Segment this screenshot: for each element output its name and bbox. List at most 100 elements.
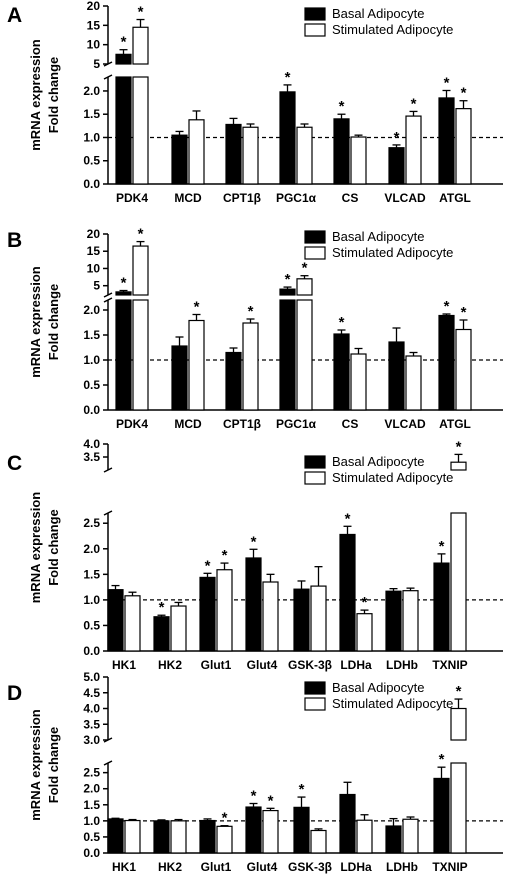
bar xyxy=(455,108,472,185)
y-axis-label: mRNA expression xyxy=(28,709,43,821)
bar-segment-lower xyxy=(296,299,313,411)
y-tick-label: 1.5 xyxy=(83,107,100,121)
significance-star: * xyxy=(159,599,165,616)
bar-stimulated: * xyxy=(242,303,259,411)
y-axis-label: Fold change xyxy=(46,727,61,804)
bar xyxy=(438,97,455,185)
significance-star: * xyxy=(222,810,228,827)
bar xyxy=(153,616,170,652)
y-tick-label: 3.0 xyxy=(83,733,100,747)
y-tick-label: 1.0 xyxy=(83,814,100,828)
bar xyxy=(433,777,450,854)
bar-basal: * xyxy=(245,533,262,652)
x-tick-label: TXNIP xyxy=(432,860,467,874)
bar-basal xyxy=(171,336,188,411)
bar-stimulated xyxy=(188,110,205,185)
y-tick-label: 2.0 xyxy=(83,303,100,317)
bar-segment-lower xyxy=(450,762,467,854)
bar xyxy=(199,576,216,652)
bar xyxy=(350,353,367,411)
x-tick-label: GSK-3β xyxy=(288,860,332,874)
bar-basal: * xyxy=(293,781,310,854)
y-tick-label: 2.5 xyxy=(83,516,100,530)
bar xyxy=(433,562,450,652)
significance-star: * xyxy=(138,226,144,243)
y-tick-label: 2.0 xyxy=(83,542,100,556)
bar-basal xyxy=(388,327,405,411)
panel-C: C 0.0 0.5 1.0 1.5 2.0 2.5 3.54.0 mRNA expression… xyxy=(7,437,503,672)
panel-D: D 0.0 0.5 1.0 1.5 2.0 2.5 3.0 3.54.0 4.5 5.0 mRNA e… xyxy=(7,670,503,874)
bar xyxy=(339,533,356,652)
bar xyxy=(356,613,373,652)
legend-label: Stimulated Adipocyte xyxy=(332,245,453,260)
x-tick-label: GSK-3β xyxy=(288,658,332,672)
bar-stimulated: * xyxy=(450,438,467,652)
x-tick-label: MCD xyxy=(174,191,202,205)
bar-stimulated: * xyxy=(216,810,233,854)
legend-label: Stimulated Adipocyte xyxy=(332,22,453,37)
bar-segment-upper xyxy=(115,291,132,296)
significance-star: * xyxy=(285,271,291,288)
bar-basal: * xyxy=(115,34,132,185)
bar-basal xyxy=(225,347,242,411)
axis-break-mark xyxy=(103,297,113,303)
bar xyxy=(171,345,188,411)
legend-swatch-basal xyxy=(304,7,326,21)
bar-stimulated xyxy=(296,123,313,185)
significance-star: * xyxy=(138,4,144,21)
bar-stimulated: * xyxy=(405,95,422,185)
bar-stimulated xyxy=(402,587,419,652)
axis-break-mark xyxy=(103,467,113,473)
bar-stimulated: * xyxy=(296,260,313,411)
legend-label: Basal Adipocyte xyxy=(332,454,425,469)
significance-star: * xyxy=(194,299,200,316)
bar-segment-lower xyxy=(115,76,132,185)
bar xyxy=(245,557,262,652)
bar xyxy=(293,806,310,854)
bar-stimulated: * xyxy=(356,594,373,652)
bar xyxy=(438,314,455,411)
bar-basal: * xyxy=(279,271,296,411)
bar-basal: * xyxy=(333,314,350,411)
legend-label: Basal Adipocyte xyxy=(332,6,425,21)
bar-stimulated xyxy=(170,818,187,854)
y-axis-label: mRNA expression xyxy=(28,266,43,378)
bar-basal: * xyxy=(199,557,216,652)
x-tick-label: HK2 xyxy=(158,860,182,874)
bar-stimulated xyxy=(402,816,419,854)
x-tick-label: HK1 xyxy=(112,860,136,874)
y-tick-label: 0.5 xyxy=(83,154,100,168)
x-tick-label: PGC1α xyxy=(276,191,317,205)
bar xyxy=(402,590,419,652)
bar xyxy=(245,806,262,854)
panel-letter: C xyxy=(7,452,22,475)
bar-segment-lower xyxy=(132,299,149,411)
bar xyxy=(333,118,350,185)
bar xyxy=(310,829,327,854)
bar xyxy=(405,355,422,411)
x-tick-label: VLCAD xyxy=(384,417,426,431)
bar xyxy=(124,819,141,854)
x-tick-label: HK1 xyxy=(112,658,136,672)
x-tick-label: LDHa xyxy=(340,860,372,874)
bar xyxy=(153,820,170,854)
x-tick-label: Glut1 xyxy=(201,860,232,874)
bar xyxy=(388,341,405,411)
bar-segment-upper xyxy=(115,53,132,65)
bar-stimulated xyxy=(356,814,373,854)
bar-basal xyxy=(225,117,242,185)
axis-break-mark xyxy=(103,292,113,298)
significance-star: * xyxy=(444,298,450,315)
x-tick-label: Glut4 xyxy=(247,860,278,874)
legend-swatch-basal xyxy=(304,455,326,469)
y-tick-label: 3.5 xyxy=(83,450,100,464)
bar xyxy=(402,818,419,854)
bar xyxy=(405,115,422,185)
bar xyxy=(310,585,327,652)
bar-stimulated: * xyxy=(188,299,205,411)
y-tick-label: 1.0 xyxy=(83,130,100,144)
legend-swatch-basal xyxy=(304,681,326,695)
bar-stimulated xyxy=(124,591,141,652)
x-tick-label: CPT1β xyxy=(223,191,261,205)
bar xyxy=(385,590,402,652)
